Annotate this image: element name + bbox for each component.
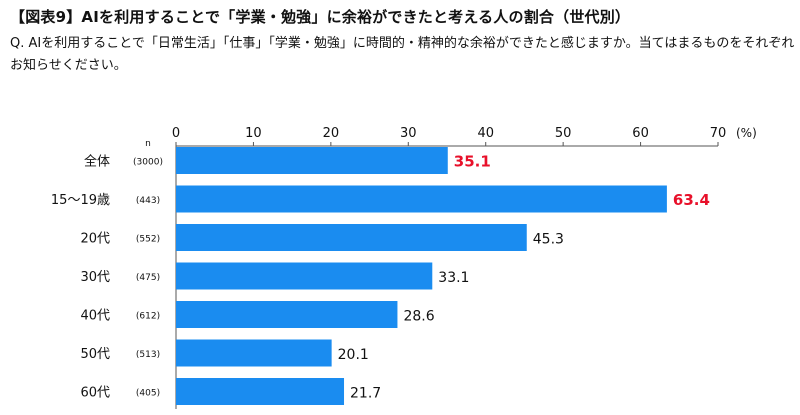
bar (176, 224, 527, 251)
n-value: (612) (136, 312, 160, 322)
n-value: (443) (136, 196, 160, 206)
value-label: 63.4 (673, 191, 710, 209)
value-label: 35.1 (454, 153, 491, 171)
category-label: 40代 (80, 309, 110, 324)
bar (176, 378, 345, 405)
unit-label: (%) (736, 126, 757, 140)
chart-title: 【図表9】AIを利用することで「学業・勉強」に余裕ができたと考える人の割合（世代… (10, 8, 631, 26)
bar (176, 147, 448, 174)
n-header: n (145, 139, 151, 149)
value-label: 20.1 (338, 347, 369, 363)
value-label: 28.6 (403, 309, 434, 325)
category-label: 15～19歳 (51, 193, 110, 208)
x-tick-label: 40 (477, 126, 494, 141)
bar (176, 262, 433, 290)
n-value: (552) (136, 235, 160, 245)
category-label: 20代 (80, 232, 110, 247)
n-value: (3000) (133, 158, 163, 168)
x-tick-label: 0 (172, 126, 180, 141)
n-value: (405) (136, 389, 160, 399)
n-value: (475) (136, 273, 160, 283)
category-label: 50代 (80, 347, 110, 362)
value-label: 33.1 (438, 270, 469, 286)
x-tick-label: 30 (400, 126, 417, 141)
n-value: (513) (136, 350, 160, 360)
value-label: 21.7 (350, 386, 381, 402)
x-tick-label: 10 (245, 126, 262, 141)
bar (176, 185, 667, 213)
value-label: 45.3 (533, 232, 564, 248)
category-label: 全体 (84, 154, 110, 170)
category-label: 30代 (80, 270, 110, 285)
category-label: 60代 (80, 386, 110, 401)
x-tick-label: 60 (632, 126, 649, 141)
x-tick-label: 20 (323, 126, 340, 141)
survey-question: Q. AIを利用することで「日常生活」「仕事」「学業・勉強」に時間的・精神的な余… (10, 36, 795, 73)
x-tick-label: 70 (710, 126, 727, 141)
x-tick-label: 50 (555, 126, 572, 141)
bar (176, 339, 332, 367)
bar (176, 301, 398, 328)
